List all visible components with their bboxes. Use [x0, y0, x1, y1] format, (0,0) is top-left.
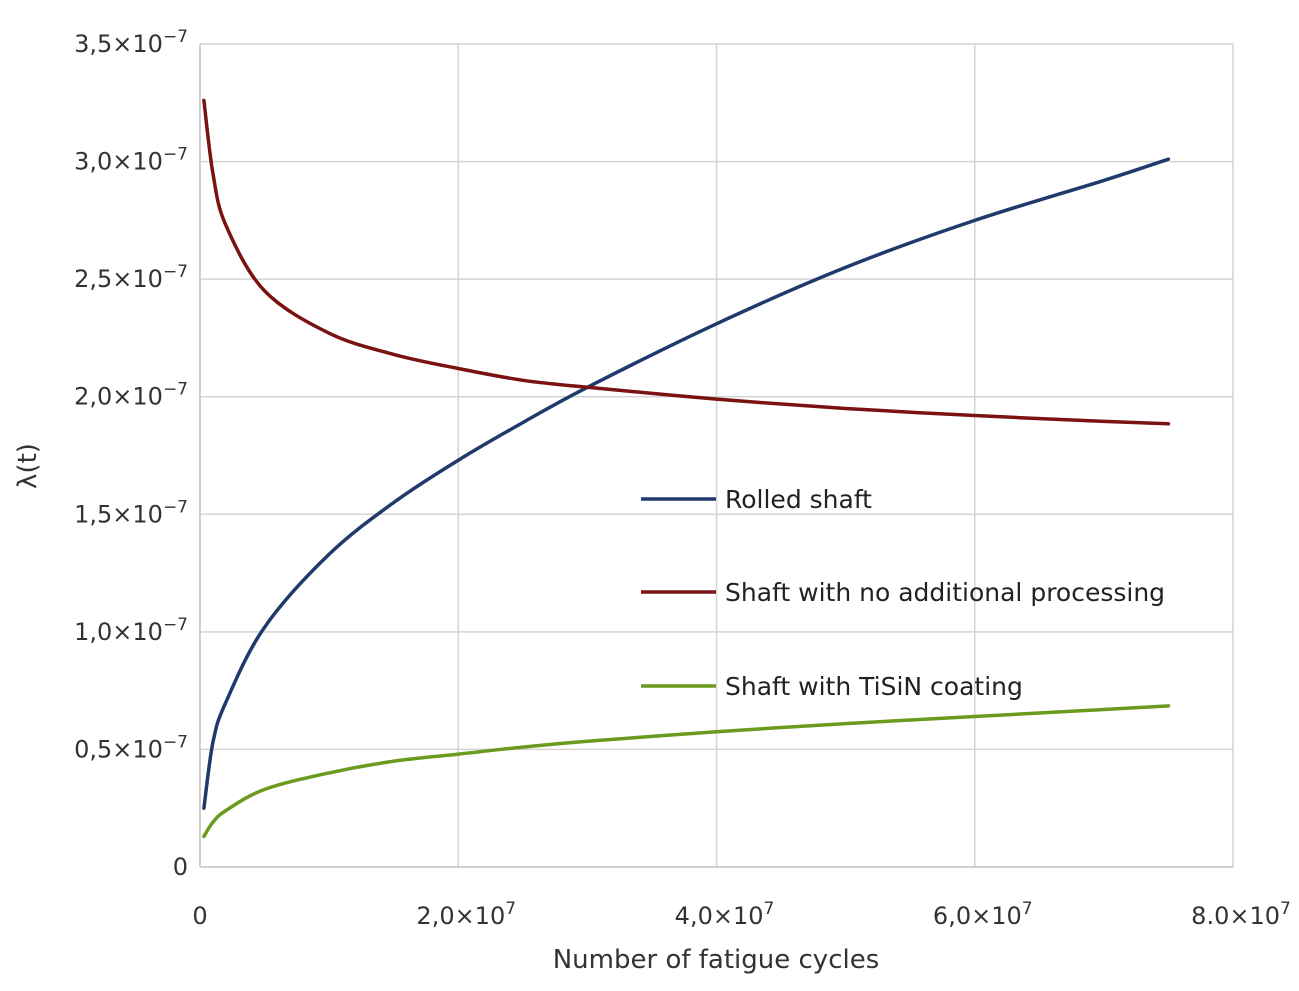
- y-tick-label: 0,5×10−7: [74, 732, 188, 763]
- series-line-2: [202, 98, 1171, 426]
- legend: Rolled shaft Shaft with no additional pro…: [641, 485, 1165, 701]
- y-tick-label: 1,5×10−7: [74, 497, 188, 528]
- x-tick-labels: 0 2,0×107 4,0×107 6,0×107 8.0×107: [192, 899, 1290, 930]
- y-tick-label: 3,5×10−7: [74, 27, 188, 58]
- x-tick-label: 0: [192, 902, 207, 930]
- x-tick-label: 8.0×107: [1191, 899, 1291, 930]
- y-tick-label: 2,5×10−7: [74, 262, 188, 293]
- x-axis-title: Number of fatigue cycles: [553, 945, 880, 975]
- x-tick-label: 2,0×107: [416, 899, 516, 930]
- series-line-3: [202, 704, 1171, 839]
- y-tick-label: 1,0×10−7: [74, 615, 188, 646]
- x-tick-label: 4,0×107: [675, 899, 775, 930]
- legend-label-1: Rolled shaft: [725, 485, 872, 514]
- axes: [199, 44, 1233, 868]
- series-line-1: [202, 157, 1171, 810]
- y-tick-labels: 0 0,5×10−7 1,0×10−7 1,5×10−7 2,0×10−7 2,5×10−…: [74, 27, 188, 881]
- y-tick-label: 2,0×10−7: [74, 380, 188, 411]
- series-lines: [202, 98, 1171, 839]
- y-tick-label: 0: [173, 853, 188, 881]
- legend-label-3: Shaft with TiSiN coating: [725, 672, 1023, 701]
- y-axis-title: λ(t): [13, 443, 43, 489]
- x-tick-label: 6,0×107: [933, 899, 1033, 930]
- legend-label-2: Shaft with no additional processing: [725, 578, 1165, 607]
- y-tick-label: 3,0×10−7: [74, 145, 188, 176]
